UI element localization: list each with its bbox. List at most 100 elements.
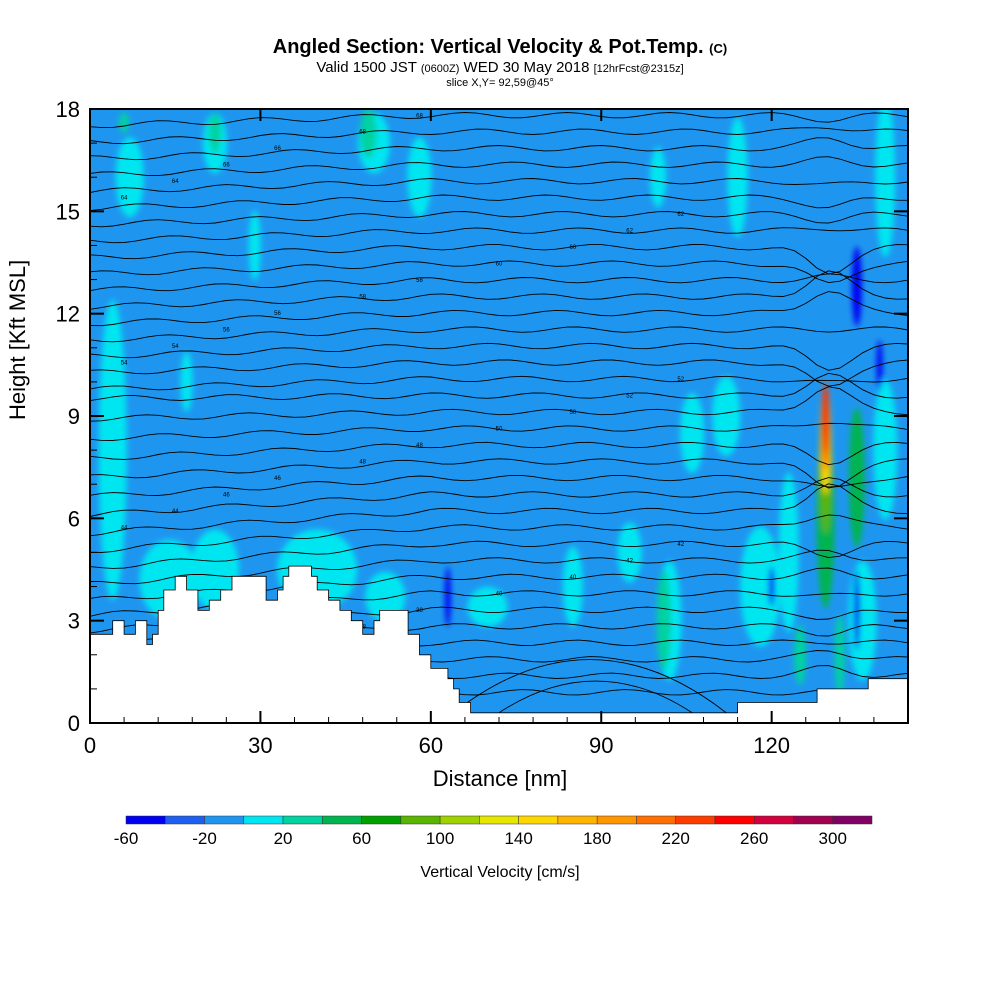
isentrope-16 bbox=[90, 422, 908, 441]
contour-label-24: 58 bbox=[359, 295, 366, 301]
isentrope-26 bbox=[90, 260, 908, 284]
updraft-moderate-1 bbox=[794, 624, 807, 685]
colorbar-tick-label-4: 100 bbox=[426, 829, 454, 848]
contour-label-5: 38 bbox=[416, 608, 423, 614]
x-tick-label-0: 0 bbox=[84, 733, 96, 758]
colorbar-tick-label-9: 300 bbox=[819, 829, 847, 848]
colorbar-tick-label-1: -20 bbox=[192, 829, 217, 848]
updraft-weak-17 bbox=[650, 147, 667, 208]
core-red bbox=[822, 384, 829, 455]
updraft-weak-0 bbox=[98, 300, 127, 601]
contour-label-9: 42 bbox=[677, 542, 684, 548]
field-features bbox=[98, 109, 898, 695]
contour-label-13: 46 bbox=[274, 476, 281, 482]
isentrope-30 bbox=[90, 194, 908, 212]
colorbar-tick-label-5: 140 bbox=[504, 829, 532, 848]
isentrope-21 bbox=[90, 342, 908, 371]
contour-label-10: 44 bbox=[121, 525, 128, 531]
updraft-weak-22 bbox=[248, 210, 261, 281]
chart-title-block: Angled Section: Vertical Velocity & Pot.… bbox=[0, 36, 1000, 90]
updraft-weak-6 bbox=[562, 546, 583, 627]
isentrope-18 bbox=[90, 372, 908, 402]
slice-info: slice X,Y= 92,59@45° bbox=[446, 77, 554, 89]
x-tick-label-120: 120 bbox=[753, 733, 790, 758]
forecast-info: [12hrFcst@2315z] bbox=[593, 63, 684, 75]
y-axis: 0 3 6 9 12 15 18 bbox=[56, 97, 908, 736]
colorbar-swatch-1 bbox=[165, 815, 205, 825]
isentrope-14 bbox=[90, 458, 908, 489]
contour-label-32: 66 bbox=[223, 163, 230, 169]
updraft-weak-18 bbox=[727, 117, 748, 238]
contour-label-31: 64 bbox=[172, 179, 179, 185]
colorbar-swatch-10 bbox=[518, 815, 559, 825]
terrain-profile bbox=[90, 565, 908, 723]
valley-contour-0 bbox=[453, 659, 727, 714]
contour-label-25: 58 bbox=[416, 278, 423, 284]
updraft-weak-20 bbox=[873, 380, 898, 521]
x-tick-label-30: 30 bbox=[248, 733, 272, 758]
contour-label-23: 56 bbox=[274, 311, 281, 317]
contour-label-12: 46 bbox=[223, 492, 230, 498]
colorbar-tick-label-7: 220 bbox=[661, 829, 689, 848]
colorbar-swatch-6 bbox=[361, 815, 402, 825]
colorbar-swatch-16 bbox=[753, 815, 794, 825]
isentrope-25 bbox=[90, 273, 908, 292]
colorbar-swatch-9 bbox=[479, 815, 519, 825]
downdraft-3 bbox=[768, 566, 775, 607]
contour-label-18: 52 bbox=[626, 394, 633, 400]
isentrope-29 bbox=[90, 211, 908, 228]
contour-label-28: 62 bbox=[626, 229, 633, 235]
secondary-core-green bbox=[848, 407, 865, 548]
title-main: Angled Section: Vertical Velocity & Pot.… bbox=[272, 36, 704, 58]
updraft-moderate-5 bbox=[834, 614, 845, 695]
contour-label-20: 54 bbox=[121, 361, 128, 367]
y-tick-label-0: 0 bbox=[68, 711, 80, 736]
y-axis-label: Height [Kft MSL] bbox=[5, 259, 30, 420]
isentrope-9 bbox=[90, 540, 908, 569]
isentrope-32 bbox=[90, 156, 908, 177]
y-tick-label-3: 3 bbox=[68, 609, 80, 634]
colorbar-swatch-4 bbox=[282, 815, 323, 825]
contour-label-14: 48 bbox=[359, 459, 366, 465]
contour-label-26: 60 bbox=[496, 262, 503, 268]
downdraft-2 bbox=[444, 566, 451, 627]
x-axis-label: Distance [nm] bbox=[432, 766, 568, 791]
isentrope-23 bbox=[90, 291, 908, 327]
colorbar-swatch-12 bbox=[596, 815, 637, 825]
downdraft-1 bbox=[853, 570, 860, 651]
isentrope-11 bbox=[90, 483, 908, 537]
updraft-weak-11 bbox=[778, 472, 799, 633]
isentrope-22 bbox=[90, 326, 908, 343]
chart-title: Angled Section: Vertical Velocity & Pot.… bbox=[0, 36, 1000, 60]
updraft-moderate-0 bbox=[656, 570, 671, 671]
title-unit: (C) bbox=[709, 41, 728, 56]
updraft-moderate-2 bbox=[208, 112, 221, 153]
valley-contour-1 bbox=[498, 680, 693, 714]
contour-label-17: 50 bbox=[570, 410, 577, 416]
colorbar: -60 -20 20 60 100 140 180 220 260 300 bbox=[114, 815, 873, 848]
y-tick-label-6: 6 bbox=[68, 506, 80, 531]
y-tick-label-12: 12 bbox=[56, 302, 80, 327]
updraft-weak-23 bbox=[180, 351, 193, 412]
colorbar-tick-label-8: 260 bbox=[740, 829, 768, 848]
terrain-mask bbox=[90, 565, 908, 723]
colorbar-tick-label-3: 60 bbox=[352, 829, 371, 848]
updraft-moderate-3 bbox=[360, 109, 377, 158]
colorbar-tick-label-2: 20 bbox=[274, 829, 293, 848]
updraft-weak-7 bbox=[617, 522, 642, 583]
colorbar-label: Vertical Velocity [cm/s] bbox=[420, 864, 580, 881]
contour-label-29: 62 bbox=[677, 212, 684, 218]
colorbar-swatch-13 bbox=[636, 815, 676, 825]
contour-label-27: 60 bbox=[570, 245, 577, 251]
colorbar-swatch-15 bbox=[714, 815, 755, 825]
x-tick-label-90: 90 bbox=[589, 733, 613, 758]
colorbar-swatch-5 bbox=[322, 815, 362, 825]
isentrope-19 bbox=[90, 375, 908, 391]
downdraft-0 bbox=[851, 246, 862, 327]
x-tick-label-60: 60 bbox=[419, 733, 443, 758]
isentrope-28 bbox=[90, 227, 908, 244]
updraft-weak-5 bbox=[467, 587, 508, 628]
isentrope-20 bbox=[90, 359, 908, 387]
contour-label-6: 40 bbox=[496, 591, 503, 597]
